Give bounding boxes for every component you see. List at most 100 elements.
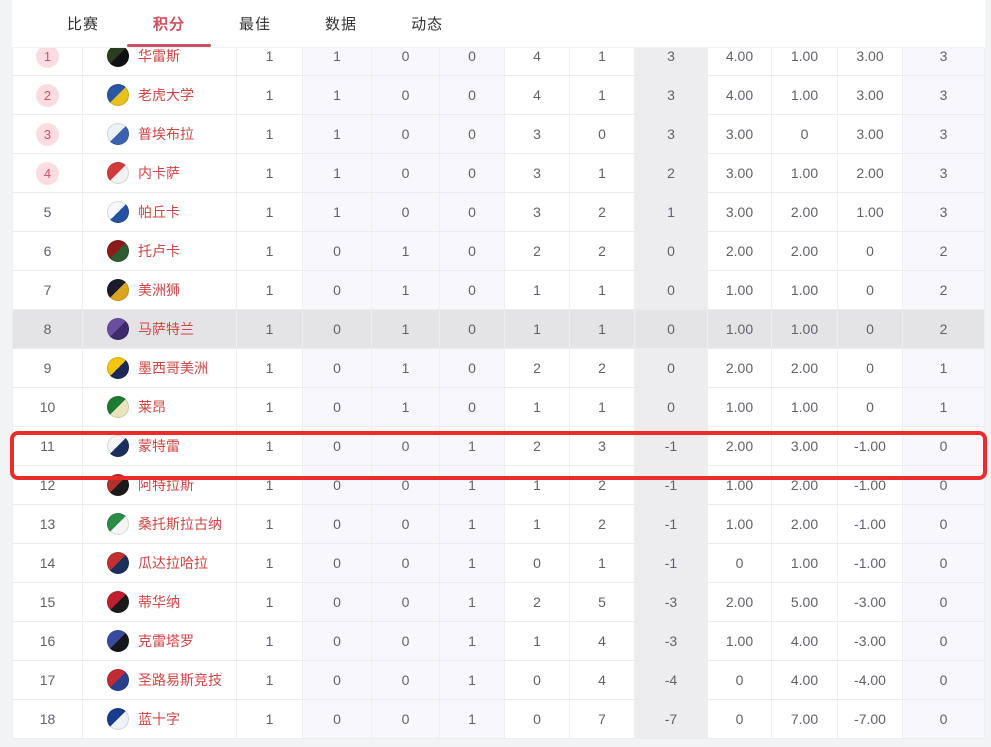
team-cell[interactable]: 内卡萨 [83, 154, 237, 192]
table-row[interactable]: 3 普埃布拉 1 1 0 0 3 0 3 3.00 0 3.00 3 [12, 115, 985, 154]
team-cell[interactable]: 阿特拉斯 [83, 466, 237, 504]
stat-cell-avg-goal-diff: 0 [838, 310, 903, 348]
table-row[interactable]: 6 托卢卡 1 0 1 0 2 2 0 2.00 2.00 0 2 [12, 232, 985, 271]
team-cell[interactable]: 托卢卡 [83, 232, 237, 270]
stat-cell-goal-diff: 0 [635, 349, 708, 387]
stat-cell-points: 0 [903, 700, 985, 738]
table-row[interactable]: 2 老虎大学 1 1 0 0 4 1 3 4.00 1.00 3.00 3 [12, 76, 985, 115]
stat-cell-draws: 0 [372, 427, 440, 465]
table-row[interactable]: 11 蒙特雷 1 0 0 1 2 3 -1 2.00 3.00 -1.00 0 [12, 427, 985, 466]
rank-badge: 15 [39, 594, 56, 610]
team-logo [107, 279, 129, 301]
stat-cell-played: 1 [237, 76, 303, 114]
stat-cell-points: 3 [903, 193, 985, 231]
stat-cell-points: 3 [903, 76, 985, 114]
tab-4[interactable]: 动态 [384, 0, 470, 47]
stat-cell-draws: 0 [372, 544, 440, 582]
team-cell[interactable]: 圣路易斯竞技 [83, 661, 237, 699]
team-name: 蒙特雷 [138, 438, 180, 454]
table-row[interactable]: 4 内卡萨 1 1 0 0 3 1 2 3.00 1.00 2.00 3 [12, 154, 985, 193]
stat-cell-avg-goals-for: 0 [708, 544, 772, 582]
table-row[interactable]: 14 瓜达拉哈拉 1 0 0 1 0 1 -1 0 1.00 -1.00 0 [12, 544, 985, 583]
stat-cell-avg-goals-against: 2.00 [772, 349, 838, 387]
tab-3[interactable]: 数据 [298, 0, 384, 47]
table-row[interactable]: 9 墨西哥美洲 1 0 1 0 2 2 0 2.00 2.00 0 1 [12, 349, 985, 388]
stat-cell-goals-for: 1 [505, 466, 570, 504]
stat-cell-avg-goals-against: 2.00 [772, 466, 838, 504]
tab-0[interactable]: 比赛 [40, 0, 126, 47]
team-logo [107, 435, 129, 457]
stat-cell-points: 3 [903, 48, 985, 75]
rank-badge: 3 [36, 122, 59, 146]
stat-cell-wins: 0 [303, 661, 372, 699]
stat-cell-avg-goals-for: 0 [708, 700, 772, 738]
stat-cell-goal-diff: 3 [635, 48, 708, 75]
table-row[interactable]: 8 马萨特兰 1 0 1 0 1 1 0 1.00 1.00 0 2 [12, 310, 985, 349]
stat-cell-avg-goals-against: 0 [772, 115, 838, 153]
stat-cell-goal-diff: 1 [635, 193, 708, 231]
team-cell[interactable]: 美洲狮 [83, 271, 237, 309]
table-row[interactable]: 10 莱昂 1 0 1 0 1 1 0 1.00 1.00 0 1 [12, 388, 985, 427]
table-row[interactable]: 5 帕丘卡 1 1 0 0 3 2 1 3.00 2.00 1.00 3 [12, 193, 985, 232]
tab-2[interactable]: 最佳 [212, 0, 298, 47]
table-row[interactable]: 18 蓝十字 1 0 0 1 0 7 -7 0 7.00 -7.00 0 [12, 700, 985, 739]
team-logo [107, 552, 129, 574]
stat-cell-goals-against: 2 [570, 505, 635, 543]
team-logo [107, 162, 129, 184]
stat-cell-avg-goal-diff: -1.00 [838, 427, 903, 465]
stat-cell-goals-against: 1 [570, 544, 635, 582]
tab-label: 动态 [411, 16, 444, 33]
team-cell[interactable]: 蓝十字 [83, 700, 237, 738]
rank-badge: 11 [40, 438, 55, 454]
tab-1[interactable]: 积分 [126, 0, 212, 47]
stat-cell-points: 0 [903, 544, 985, 582]
table-row[interactable]: 7 美洲狮 1 0 1 0 1 1 0 1.00 1.00 0 2 [12, 271, 985, 310]
stat-cell-played: 1 [237, 700, 303, 738]
table-row[interactable]: 1 华雷斯 1 1 0 0 4 1 3 4.00 1.00 3.00 3 [12, 48, 985, 76]
stat-cell-played: 1 [237, 388, 303, 426]
table-row[interactable]: 15 蒂华纳 1 0 0 1 2 5 -3 2.00 5.00 -3.00 0 [12, 583, 985, 622]
stat-cell-goals-for: 3 [505, 154, 570, 192]
rank-badge: 2 [36, 83, 59, 107]
stat-cell-points: 0 [903, 583, 985, 621]
team-name: 莱昂 [138, 399, 166, 415]
rank-cell: 14 [12, 544, 83, 582]
stat-cell-goals-for: 1 [505, 271, 570, 309]
stat-cell-wins: 0 [303, 505, 372, 543]
stat-cell-goals-for: 0 [505, 544, 570, 582]
team-name: 蓝十字 [138, 711, 180, 727]
team-cell[interactable]: 桑托斯拉古纳 [83, 505, 237, 543]
team-cell[interactable]: 马萨特兰 [83, 310, 237, 348]
stat-cell-losses: 0 [440, 271, 505, 309]
rank-cell: 7 [12, 271, 83, 309]
stat-cell-played: 1 [237, 271, 303, 309]
table-row[interactable]: 17 圣路易斯竞技 1 0 0 1 0 4 -4 0 4.00 -4.00 0 [12, 661, 985, 700]
stat-cell-played: 1 [237, 154, 303, 192]
stat-cell-losses: 1 [440, 544, 505, 582]
stat-cell-points: 2 [903, 232, 985, 270]
rank-cell: 6 [12, 232, 83, 270]
rank-badge: 13 [39, 516, 56, 532]
stat-cell-goals-against: 2 [570, 466, 635, 504]
team-cell[interactable]: 克雷塔罗 [83, 622, 237, 660]
team-cell[interactable]: 莱昂 [83, 388, 237, 426]
stat-cell-played: 1 [237, 115, 303, 153]
team-cell[interactable]: 蒙特雷 [83, 427, 237, 465]
team-cell[interactable]: 蒂华纳 [83, 583, 237, 621]
team-cell[interactable]: 帕丘卡 [83, 193, 237, 231]
table-row[interactable]: 12 阿特拉斯 1 0 0 1 1 2 -1 1.00 2.00 -1.00 0 [12, 466, 985, 505]
team-cell[interactable]: 普埃布拉 [83, 115, 237, 153]
team-logo [107, 474, 129, 496]
team-cell[interactable]: 老虎大学 [83, 76, 237, 114]
team-cell[interactable]: 华雷斯 [83, 48, 237, 75]
stat-cell-draws: 0 [372, 466, 440, 504]
team-cell[interactable]: 瓜达拉哈拉 [83, 544, 237, 582]
rank-cell: 8 [12, 310, 83, 348]
table-row[interactable]: 13 桑托斯拉古纳 1 0 0 1 1 2 -1 1.00 2.00 -1.00… [12, 505, 985, 544]
team-logo [107, 357, 129, 379]
stat-cell-points: 2 [903, 271, 985, 309]
team-cell[interactable]: 墨西哥美洲 [83, 349, 237, 387]
stat-cell-points: 3 [903, 154, 985, 192]
team-name: 马萨特兰 [138, 321, 194, 337]
table-row[interactable]: 16 克雷塔罗 1 0 0 1 1 4 -3 1.00 4.00 -3.00 0 [12, 622, 985, 661]
